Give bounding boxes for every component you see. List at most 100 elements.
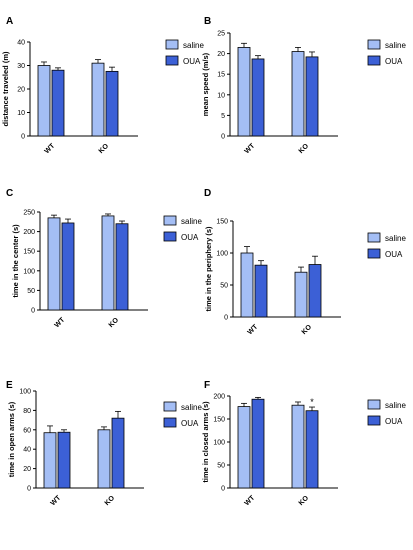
- y-tick-label: 0: [21, 134, 25, 141]
- y-tick-label: 150: [216, 219, 228, 226]
- bar-wt-saline: [240, 252, 254, 318]
- bar-wt-saline: [43, 432, 57, 489]
- legend-swatch-oua: [367, 248, 381, 259]
- y-tick-label: 10: [217, 92, 225, 99]
- legend-swatch-saline: [165, 39, 179, 50]
- y-tick-label: 60: [23, 427, 31, 434]
- bar-ko-oua: [305, 410, 319, 489]
- bar-ko-saline: [101, 215, 115, 311]
- y-axis-label: distance traveled (m): [1, 51, 10, 127]
- bar-wt-oua: [57, 431, 71, 489]
- y-tick-label: 5: [221, 113, 225, 120]
- legend-label: OUA: [181, 233, 199, 242]
- y-tick-label: 30: [17, 63, 25, 70]
- y-tick-label: 250: [23, 210, 35, 217]
- bar-wt-oua: [254, 264, 268, 318]
- panel-letter: D: [204, 188, 211, 199]
- panel-letter: A: [6, 16, 13, 27]
- legend-label: OUA: [183, 57, 201, 66]
- x-tick-label: WT: [244, 142, 257, 155]
- y-axis-label: time in the periphery (s): [204, 226, 213, 312]
- x-tick-label: WT: [54, 316, 67, 329]
- bar-ko-oua: [115, 223, 129, 311]
- bar-ko-saline: [97, 429, 111, 489]
- bar-ko-oua: [305, 56, 319, 137]
- legend-swatch-oua: [163, 231, 177, 242]
- y-tick-label: 200: [23, 229, 35, 236]
- y-tick-label: 100: [19, 389, 31, 396]
- legend-swatch-saline: [163, 215, 177, 226]
- panel-b: B 0 5 10 15 20 25 mean speed (m/s) WT KO saline OUA: [201, 16, 406, 155]
- legend-swatch-oua: [165, 55, 179, 66]
- legend-swatch-saline: [367, 232, 381, 243]
- y-tick-label: 0: [221, 486, 225, 493]
- y-axis-label: time in closed arms (s): [201, 401, 210, 483]
- panel-letter: F: [204, 380, 210, 391]
- y-axis-label: time in the center (s): [11, 224, 20, 298]
- bar-wt-oua: [51, 69, 65, 137]
- panel-letter: C: [6, 188, 13, 199]
- bar-wt-oua: [251, 58, 265, 137]
- legend-label: saline: [181, 217, 202, 226]
- y-tick-label: 15: [217, 72, 225, 79]
- y-tick-label: 150: [23, 249, 35, 256]
- bar-wt-saline: [47, 217, 61, 311]
- y-tick-label: 20: [17, 87, 25, 94]
- y-tick-label: 0: [221, 134, 225, 141]
- y-axis-label: mean speed (m/s): [201, 52, 210, 116]
- legend-swatch-oua: [367, 55, 381, 66]
- bar-wt-saline: [37, 65, 51, 137]
- significance-mark: *: [310, 397, 314, 407]
- y-tick-label: 40: [17, 40, 25, 47]
- x-tick-label: WT: [50, 494, 63, 507]
- y-tick-label: 40: [23, 447, 31, 454]
- y-tick-label: 25: [217, 31, 225, 38]
- bar-wt-oua: [251, 398, 265, 489]
- legend-label: saline: [385, 41, 406, 50]
- y-tick-label: 0: [27, 486, 31, 493]
- y-tick-label: 10: [17, 110, 25, 117]
- x-tick-label: KO: [301, 323, 314, 336]
- bar-wt-oua: [61, 222, 75, 311]
- legend-label: saline: [183, 41, 204, 50]
- x-tick-label: KO: [298, 494, 311, 507]
- legend-label: saline: [385, 234, 406, 243]
- bar-ko-saline: [291, 404, 305, 489]
- y-tick-label: 20: [217, 51, 225, 58]
- bar-ko-oua: [308, 264, 322, 318]
- bar-ko-saline: [291, 51, 305, 137]
- x-tick-label: KO: [108, 316, 121, 329]
- legend-swatch-saline: [163, 401, 177, 412]
- x-tick-label: KO: [104, 494, 117, 507]
- y-tick-label: 20: [23, 466, 31, 473]
- bar-wt-saline: [237, 47, 251, 137]
- y-tick-label: 100: [216, 251, 228, 258]
- legend-label: OUA: [181, 419, 199, 428]
- x-tick-label: KO: [98, 142, 111, 155]
- legend-label: OUA: [385, 417, 403, 426]
- y-tick-label: 0: [224, 315, 228, 322]
- bar-ko-saline: [294, 271, 308, 318]
- x-tick-label: WT: [244, 494, 257, 507]
- bar-ko-oua: [111, 417, 125, 489]
- panel-a: A 0 10 20 30 40 distance traveled (m) WT KO salin…: [1, 16, 204, 155]
- y-tick-label: 100: [23, 268, 35, 275]
- y-tick-label: 80: [23, 408, 31, 415]
- legend-swatch-oua: [367, 415, 381, 426]
- legend-label: OUA: [385, 57, 403, 66]
- panel-letter: B: [204, 16, 211, 27]
- legend-swatch-saline: [367, 399, 381, 410]
- y-tick-label: 50: [27, 288, 35, 295]
- legend-label: OUA: [385, 250, 403, 259]
- y-tick-label: 50: [220, 283, 228, 290]
- y-tick-label: 50: [217, 463, 225, 470]
- legend-label: saline: [385, 401, 406, 410]
- legend-label: saline: [181, 403, 202, 412]
- y-tick-label: 150: [213, 417, 225, 424]
- x-tick-label: KO: [298, 142, 311, 155]
